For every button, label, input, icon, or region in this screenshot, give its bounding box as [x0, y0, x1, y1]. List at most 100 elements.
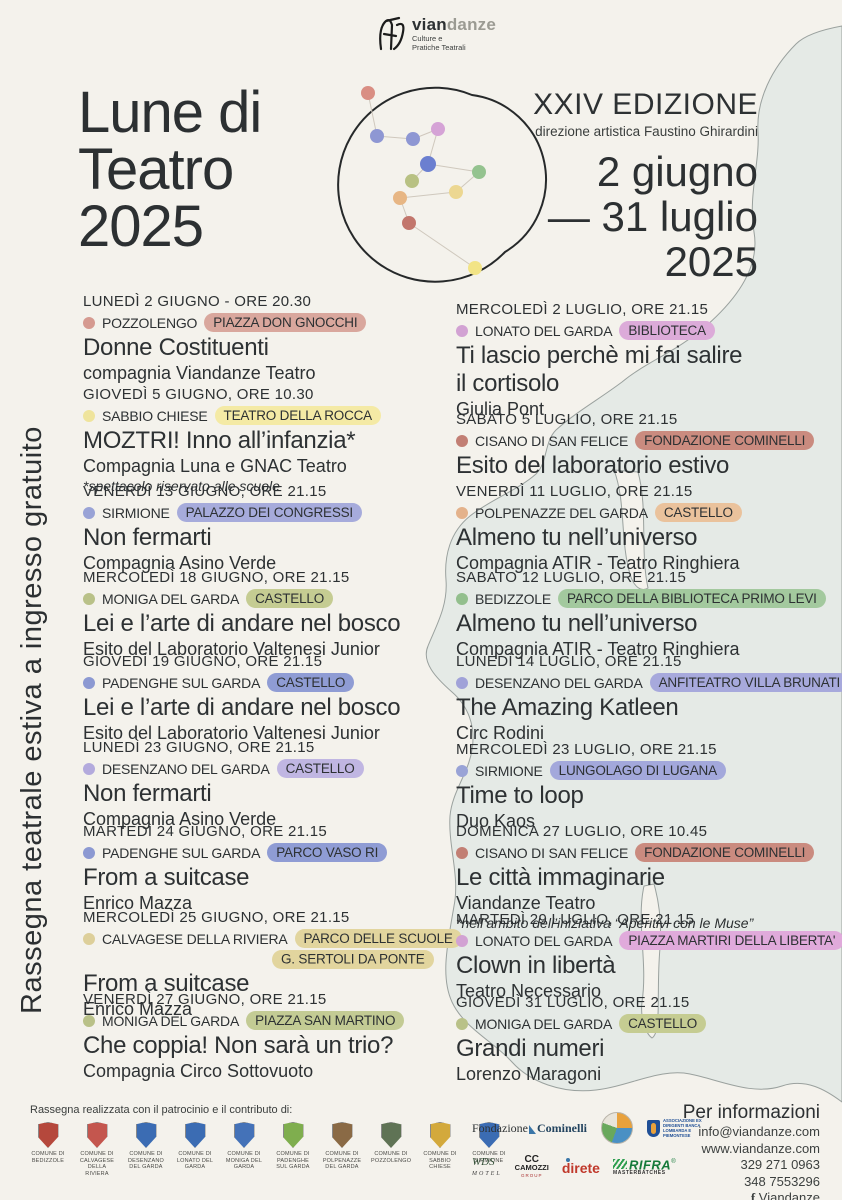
event-card: SABATO 12 LUGLIO, ORE 21.15 BEDIZZOLE PAR…: [456, 569, 842, 660]
event-company: compagnia Viandanze Teatro: [83, 363, 316, 383]
town-dot-icon: [456, 506, 468, 519]
associazione-ex-dirigenti-logo: ASSOCIAZIONE EX DIRIGENTI BANCA LOMBARDA…: [647, 1118, 707, 1138]
town-dot-icon: [83, 506, 95, 519]
event-title: Le città immaginarie: [456, 864, 665, 891]
event-company: Esito del Laboratorio Valtenesi Junior: [83, 639, 380, 659]
event-venue-pill: CASTELLO: [267, 673, 355, 692]
event-datetime: GIOVEDÌ 31 LUGLIO, ORE 21.15: [456, 994, 690, 1011]
town-dot-icon: [456, 934, 468, 947]
town-dot-icon: [83, 846, 95, 859]
contact-phone-2: 348 7553296: [744, 1173, 820, 1189]
town-dot-icon: [83, 1014, 95, 1027]
event-town: LONATO DEL GARDA: [475, 322, 613, 339]
event-company: Duo Kaos: [456, 811, 536, 831]
event-card: LUNEDÌ 2 GIUGNO - ORE 20.30 POZZOLENGO PI…: [83, 293, 455, 384]
crest-shield-icon: [135, 1122, 157, 1148]
crest-shield-icon: [233, 1122, 255, 1148]
event-town: MONIGA DEL GARDA: [102, 590, 240, 607]
town-dot-icon: [83, 932, 95, 945]
event-company: Compagnia Circo Sottovuoto: [83, 1061, 314, 1081]
event-venue-pill: PARCO DELLE SCUOLE: [294, 929, 462, 948]
event-town: CISANO DI SAN FELICE: [475, 844, 629, 861]
contact-heading: Per informazioni: [682, 1102, 820, 1123]
event-datetime: SABATO 5 LUGLIO, ORE 21.15: [456, 411, 678, 428]
camozzi-group-logo: CC CAMOZZI GROUP: [514, 1154, 549, 1179]
event-town: LONATO DEL GARDA: [475, 932, 613, 949]
event-company: Compagnia ATIR - Teatro Ringhiera: [456, 553, 740, 573]
event-company: Compagnia Asino Verde: [83, 809, 277, 829]
event-company: Compagnia Asino Verde: [83, 553, 277, 573]
event-town: PADENGHE SUL GARDA: [102, 844, 261, 861]
artistic-direction: direzione artistica Faustino Ghirardini: [535, 124, 758, 139]
event-card: MERCOLEDÌ 2 LUGLIO, ORE 21.15 LONATO DEL…: [456, 301, 842, 420]
municipal-crest: COMUNE DI SIRMIONE: [469, 1122, 509, 1177]
event-note: *nell’ambito dell’iniziativa “Aperitivi …: [456, 915, 754, 931]
event-venue-pill: PARCO DELLA BIBLIOTECA PRIMO LEVI: [558, 589, 826, 608]
event-company: Viandanze Teatro: [456, 893, 596, 913]
event-venue-pill-line2: G. SERTOLI DA PONTE: [272, 949, 434, 969]
event-company: Enrico Mazza: [83, 999, 193, 1019]
event-datetime: LUNEDÌ 23 GIUGNO, ORE 21.15: [83, 739, 315, 756]
event-card: DOMENICA 27 LUGLIO, ORE 10.45 CISANO DI …: [456, 823, 842, 931]
event-title: From a suitcase: [83, 864, 250, 891]
town-dot-icon: [456, 324, 468, 337]
municipal-crest: COMUNE DI POLPENAZZE DEL GARDA: [322, 1122, 362, 1177]
stripes-icon: [612, 1159, 627, 1170]
event-card: GIOVEDÌ 19 GIUGNO, ORE 21.15 PADENGHE SU…: [83, 653, 455, 744]
event-card: MERCOLEDÌ 25 GIUGNO, ORE 21.15 CALVAGESE…: [83, 909, 462, 1020]
event-datetime: MERCOLEDÌ 18 GIUGNO, ORE 21.15: [83, 569, 350, 586]
event-title: From a suitcase: [83, 970, 250, 997]
event-datetime: DOMENICA 27 LUGLIO, ORE 10.45: [456, 823, 708, 840]
municipal-crest: COMUNE DI LONATO DEL GARDA: [175, 1122, 215, 1177]
event-venue-pill: FONDAZIONE COMINELLI: [635, 843, 815, 862]
event-venue-pill: ANFITEATRO VILLA BRUNATI: [649, 673, 842, 692]
event-datetime: LUNEDÌ 14 LUGLIO, ORE 21.15: [456, 653, 682, 670]
town-dot-icon: [83, 316, 95, 329]
event-card: MERCOLEDÌ 18 GIUGNO, ORE 21.15 MONIGA DE…: [83, 569, 455, 660]
event-town: DESENZANO DEL GARDA: [102, 760, 270, 777]
event-datetime: LUNEDÌ 2 GIUGNO - ORE 20.30: [83, 293, 312, 310]
crest-shield-icon: [282, 1122, 304, 1148]
event-datetime: MERCOLEDÌ 23 LUGLIO, ORE 21.15: [456, 741, 717, 758]
event-company: Compagnia Luna e GNAC Teatro: [83, 456, 347, 476]
event-title: Almeno tu nell’universo: [456, 610, 698, 637]
contact-info-block: Per informazioni info@viandanze.com www.…: [683, 1102, 820, 1200]
event-company: Enrico Mazza: [83, 893, 193, 913]
event-company: Esito del Laboratorio Valtenesi Junior: [83, 723, 380, 743]
facebook-icon: f: [750, 1190, 756, 1200]
poster-title: Lune di Teatro 2025: [78, 80, 262, 259]
event-datetime: GIOVEDÌ 5 GIUGNO, ORE 10.30: [83, 386, 314, 403]
event-venue-pill: BIBLIOTECA: [619, 321, 715, 340]
event-town: SIRMIONE: [475, 762, 543, 779]
event-venue-pill: PIAZZA SAN MARTINO: [246, 1011, 405, 1030]
crescent-moon-constellation-illustration: [337, 86, 547, 283]
event-title: Non fermarti: [83, 780, 212, 807]
event-venue-pill: CASTELLO: [246, 589, 334, 608]
municipal-crest: COMUNE DI BEDIZZOLE: [28, 1122, 68, 1177]
event-town: POLPENAZZE DEL GARDA: [475, 504, 648, 521]
event-town: DESENZANO DEL GARDA: [475, 674, 643, 691]
event-card: MARTEDÌ 29 LUGLIO, ORE 21.15 LONATO DEL …: [456, 911, 842, 1002]
event-datetime: MERCOLEDÌ 25 GIUGNO, ORE 21.15: [83, 909, 350, 926]
event-venue-pill: TEATRO DELLA ROCCA: [214, 406, 381, 425]
event-card: VENERDÌ 27 GIUGNO, ORE 21.15 MONIGA DEL …: [83, 991, 455, 1082]
event-title: Che coppia! Non sarà un trio?: [83, 1032, 394, 1059]
crest-shield-icon: [478, 1122, 500, 1148]
edition-label: XXIV EDIZIONE: [533, 88, 758, 121]
event-venue-pill: PIAZZA MARTIRI DELLA LIBERTA': [619, 931, 842, 950]
contact-facebook: f Viandanze: [683, 1190, 820, 1200]
event-card: LUNEDÌ 14 LUGLIO, ORE 21.15 DESENZANO DE…: [456, 653, 842, 744]
viandanze-logo: viandanze Culture e Pratiche Teatrali: [376, 16, 496, 52]
sail-icon: [529, 1124, 536, 1134]
event-card: SABATO 5 LUGLIO, ORE 21.15 CISANO DI SAN…: [456, 411, 842, 480]
municipal-crest: COMUNE DI POZZOLENGO: [371, 1122, 411, 1177]
contact-email: info@viandanze.com: [698, 1124, 820, 1139]
town-dot-icon: [83, 762, 95, 775]
event-title: Clown in libertà: [456, 952, 616, 979]
festival-dates: 2 giugno — 31 luglio 2025: [547, 148, 758, 285]
crest-shield-icon: [86, 1122, 108, 1148]
event-title: Time to loop: [456, 782, 584, 809]
brand-wordmark: viandanze: [412, 15, 497, 34]
event-venue-pill: PIAZZA DON GNOCCHI: [204, 313, 367, 332]
